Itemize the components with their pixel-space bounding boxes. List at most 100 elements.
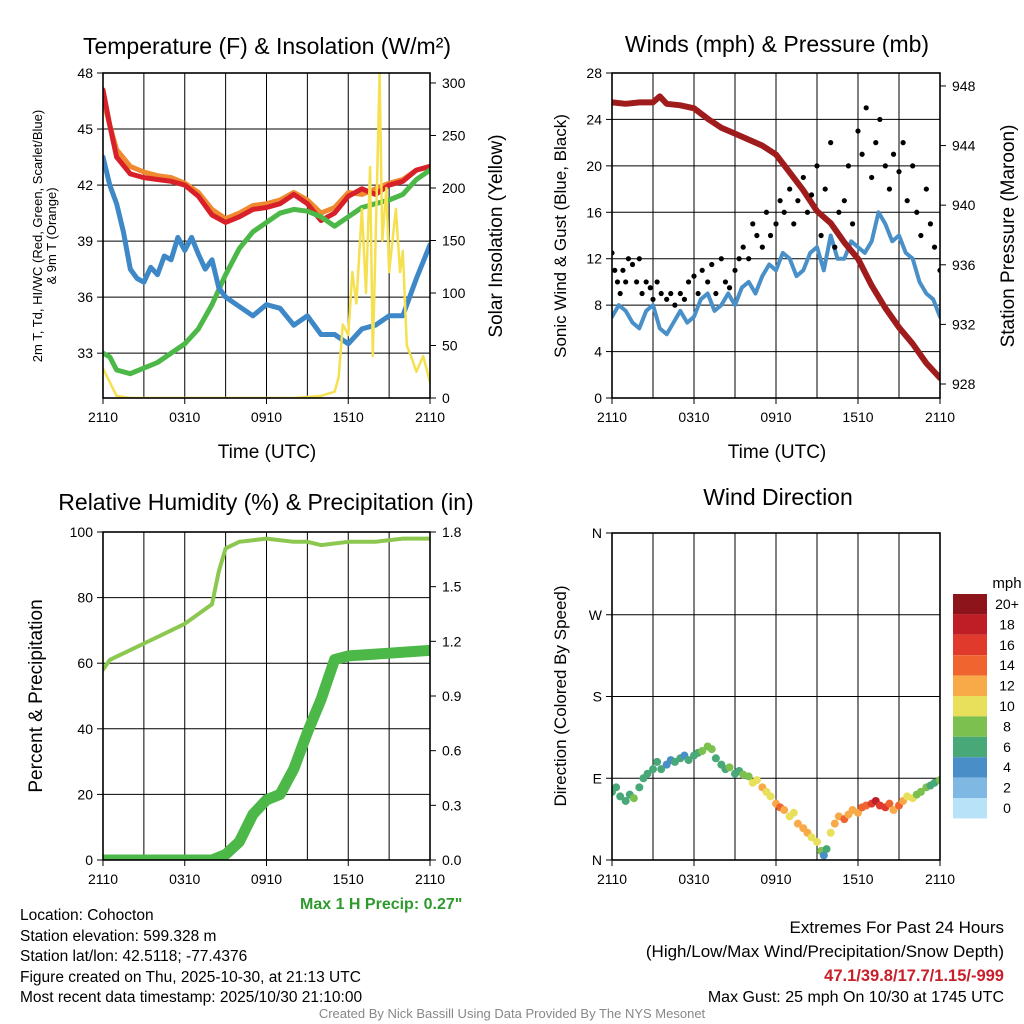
y2-tick-label: 932: [952, 316, 976, 332]
series-gust-point: [681, 296, 688, 302]
series-gust-point: [890, 151, 897, 157]
x-tick-label: 1510: [333, 871, 364, 887]
x-tick-label: 0910: [251, 871, 282, 887]
data-timestamp: Most recent data timestamp: 2025/10/30 2…: [20, 989, 363, 1006]
series-gust-point: [668, 290, 674, 297]
x-tick-label: 0310: [678, 871, 709, 887]
series-gust-point: [808, 192, 815, 198]
y-tick-label: 20: [77, 786, 93, 802]
series-gust-point: [795, 198, 801, 204]
colorbar-swatch: [953, 736, 987, 758]
series-gust-point: [896, 169, 902, 175]
y2-tick-label: 0: [442, 390, 450, 406]
station-info: Location: Cohocton Station elevation: 59…: [20, 906, 362, 1009]
series-gust-point: [746, 256, 752, 262]
y-tick-label: 28: [586, 65, 602, 81]
wind-direction-point: [621, 796, 630, 805]
direction-ylabel: Direction (Colored By Speed): [551, 585, 570, 806]
series-gust-point: [863, 105, 869, 111]
y-tick-label: N: [592, 525, 602, 541]
series-gust-point: [612, 267, 618, 273]
colorbar-swatch: [953, 594, 987, 615]
series-gust-point: [614, 279, 621, 285]
max-gust: Max Gust: 25 mph On 10/30 at 1745 UTC: [707, 989, 1004, 1006]
x-tick-label: 1510: [842, 871, 873, 887]
wind-direction-point: [885, 799, 894, 808]
series-relative-humidity-line: [103, 536, 430, 672]
y2-tick-label: 150: [442, 232, 466, 248]
series-gust-point: [643, 279, 649, 285]
station-location: Location: Cohocton: [20, 907, 154, 924]
colorbar-swatch: [953, 798, 987, 819]
series-gust-point: [773, 221, 779, 227]
y-tick-label: 40: [77, 721, 93, 737]
credit-line: Created By Nick Bassill Using Data Provi…: [318, 1006, 706, 1021]
humidity-frame: [102, 531, 431, 861]
wind-direction-point: [616, 792, 625, 801]
wind-direction-point: [766, 792, 775, 801]
wind-direction-point: [826, 828, 835, 837]
y2-tick-label: 928: [952, 376, 976, 392]
series-gust-point: [623, 279, 629, 285]
series-gust-point: [636, 256, 642, 262]
extremes-title: Extremes For Past 24 Hours: [789, 918, 1004, 937]
series-gust-point: [699, 267, 705, 273]
series-gust-point: [647, 285, 653, 291]
series-station-pressure-line: [612, 93, 940, 381]
y-tick-label: N: [592, 852, 602, 868]
y2-tick-label: 300: [442, 75, 466, 91]
series-gust-point: [677, 290, 683, 297]
series-gust-point: [713, 290, 719, 297]
colorbar-label: 14: [999, 657, 1015, 673]
y-tick-label: 100: [70, 524, 94, 540]
series-gust-point: [718, 256, 724, 262]
station-latlon: Station lat/lon: 42.5118; -77.4376: [20, 948, 248, 965]
y-tick-label: 20: [586, 158, 602, 174]
colorbar-swatch: [953, 634, 987, 656]
winds-title: Winds (mph) & Pressure (mb): [625, 31, 929, 57]
series-gust-point: [855, 128, 861, 134]
series-gust-point: [617, 290, 623, 297]
series-gust-point: [695, 290, 701, 297]
x-tick-label: 2110: [597, 409, 627, 425]
series-gust-point: [629, 261, 636, 268]
series-gust-point: [859, 151, 865, 157]
y2-tick-label: 1.8: [442, 524, 462, 540]
series-precipitation-line: [103, 644, 430, 860]
series-gust-point: [625, 256, 632, 262]
wind-direction-point: [744, 772, 753, 781]
y-tick-label: 80: [77, 590, 93, 606]
series-gust-point: [910, 163, 916, 169]
x-tick-label: 0910: [251, 409, 282, 425]
y-tick-label: 0: [85, 852, 93, 868]
y2-tick-label: 944: [952, 138, 976, 154]
temperature-data: [103, 73, 430, 398]
y2-tick-label: 200: [442, 180, 466, 196]
x-tick-label: 0910: [760, 409, 791, 425]
wind-direction-point: [819, 851, 828, 860]
series-gust-point: [754, 232, 760, 239]
y-tick-label: 16: [586, 204, 602, 220]
y-tick-label: 60: [77, 655, 93, 671]
humidity-data: [103, 536, 430, 860]
y2-tick-label: 100: [442, 285, 466, 301]
series-sonic-wind-line: [612, 210, 940, 337]
colorbar-swatch: [953, 777, 987, 798]
series-td-line: [103, 167, 430, 377]
wind-direction-point: [707, 745, 716, 754]
series-gust-point: [931, 244, 938, 250]
colorbar-label: 20+: [995, 596, 1019, 612]
series-gust-point: [750, 221, 756, 227]
wind-direction-point: [649, 765, 657, 774]
series-gust-point: [904, 198, 910, 204]
temperature-plot: 33 36 39 42 45 48 0 50 100 150 200 250 300 2110 0310 09…: [77, 65, 465, 425]
temperature-ylabel-1: 2m T, Td, HI/WC (Red, Green, Scarlet/Blu…: [30, 110, 45, 362]
y2-tick-label: 0.0: [442, 852, 462, 868]
wind-direction-point: [789, 808, 798, 817]
series-gust-point: [849, 221, 856, 227]
y2-tick-label: 936: [952, 257, 976, 273]
series-gust-point: [841, 198, 847, 204]
series-gust-point: [927, 221, 934, 227]
series-9m-t-line: [103, 96, 430, 222]
